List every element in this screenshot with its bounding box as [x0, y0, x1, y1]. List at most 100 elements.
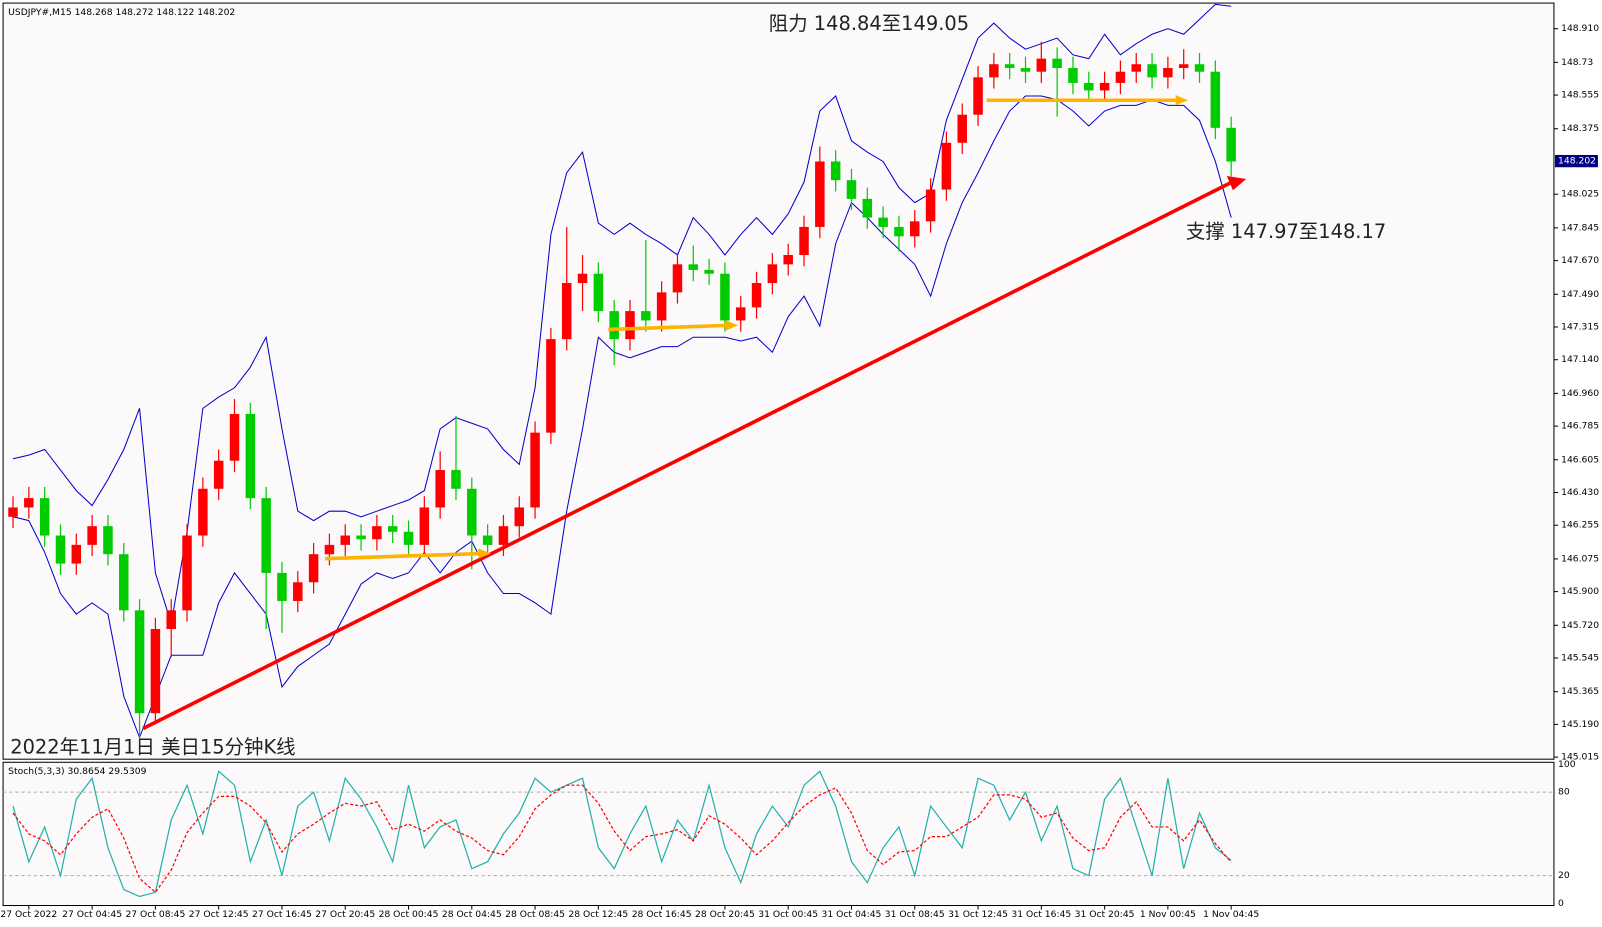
candle-body: [372, 526, 382, 540]
candle-body: [39, 498, 50, 536]
stoch-line: [12, 770, 1232, 898]
candle-body: [419, 507, 430, 545]
candle-body: [704, 269, 714, 274]
candle-body: [134, 610, 145, 714]
trend-line: [142, 180, 1233, 731]
y-tick-label: 147.140: [1561, 354, 1599, 365]
candle-body: [925, 189, 936, 222]
x-tick-label: 31 Oct 20:45: [1075, 909, 1135, 920]
candle-body: [1163, 67, 1173, 78]
candle-body: [799, 226, 809, 255]
x-tick-label: 1 Nov 00:45: [1140, 909, 1196, 920]
candle-body: [166, 610, 176, 630]
x-tick-label: 28 Oct 00:45: [379, 909, 439, 920]
arrow-head: [478, 548, 491, 559]
candle-body: [8, 507, 18, 517]
candle-body: [625, 311, 635, 340]
annotation: 2022年11月1日 美日15分钟K线: [10, 735, 295, 758]
candle-body: [1036, 58, 1047, 72]
candle-body: [1194, 64, 1205, 72]
x-tick-label: 27 Oct 20:45: [315, 909, 375, 920]
y-tick-label: 146.255: [1561, 520, 1599, 531]
x-tick-label: 27 Oct 04:45: [62, 909, 122, 920]
candle-body: [767, 264, 778, 284]
y-tick-label: 147.845: [1561, 222, 1599, 233]
candle-body: [87, 526, 97, 545]
arrow: [608, 323, 728, 332]
y-tick-label: 100: [1558, 759, 1576, 770]
candle-body: [293, 582, 303, 601]
x-tick-label: 31 Oct 08:45: [885, 909, 945, 920]
candle-body: [1084, 82, 1094, 91]
y-tick-label: 145.720: [1561, 620, 1599, 631]
current-price-label: 148.202: [1558, 156, 1596, 167]
candle-body: [783, 254, 793, 265]
candle-body: [1099, 82, 1110, 91]
candle-body: [957, 114, 967, 143]
candle-body: [846, 180, 857, 199]
candle-body: [340, 535, 350, 545]
candle-body: [641, 311, 651, 321]
candle-body: [577, 273, 588, 284]
candle-body: [103, 526, 113, 555]
candle-body: [973, 77, 983, 115]
trend-arrow-head: [1226, 175, 1247, 191]
candle-body: [862, 198, 873, 218]
candle-body: [435, 470, 445, 508]
y-tick-label: 146.960: [1561, 388, 1599, 399]
candle-body: [403, 531, 414, 545]
candle-body: [467, 488, 477, 536]
candle-body: [735, 307, 746, 321]
y-tick-label: 145.015: [1561, 752, 1599, 763]
candle-body: [324, 544, 335, 555]
candle-body: [229, 413, 240, 461]
candle-body: [1004, 64, 1015, 68]
arrow: [325, 551, 481, 561]
candle-body: [308, 554, 319, 583]
candle-body: [609, 311, 619, 340]
band-upper: [12, 3, 1232, 624]
candle-body: [356, 535, 366, 540]
chart-title: USDJPY#,M15 148.268 148.272 148.122 148.…: [8, 7, 235, 18]
candle-body: [482, 535, 493, 545]
x-tick-label: 28 Oct 08:45: [505, 909, 565, 920]
y-tick-label: 148.73: [1561, 57, 1593, 68]
candle-body: [656, 292, 667, 321]
candle-body: [277, 572, 287, 601]
candle-body: [1115, 71, 1126, 83]
candle-body: [198, 488, 208, 536]
candle-body: [387, 526, 398, 532]
y-tick-label: 146.075: [1561, 553, 1599, 564]
x-tick-label: 27 Oct 2022: [0, 909, 57, 920]
y-tick-label: 148.375: [1561, 123, 1599, 134]
candle-body: [1131, 64, 1141, 72]
y-tick-label: 147.670: [1561, 255, 1599, 266]
candle-body: [894, 226, 904, 237]
stoch-line: [12, 784, 1232, 894]
y-tick-label: 146.605: [1561, 454, 1599, 465]
y-tick-label: 145.900: [1561, 586, 1599, 597]
candle-body: [941, 142, 952, 190]
candle-body: [498, 526, 509, 545]
y-tick-label: 148.910: [1561, 23, 1599, 34]
candle-body: [1147, 64, 1157, 78]
candle-body: [451, 470, 461, 489]
marks: 148.910 148.73 148.555 148.375 148.025 147.84…: [0, 3, 1599, 920]
y-tick-label: 145.365: [1561, 686, 1599, 697]
candle-body: [530, 432, 540, 508]
candle-body: [71, 544, 82, 564]
y-tick-label: 146.430: [1561, 487, 1599, 498]
x-tick-label: 31 Oct 00:45: [758, 909, 818, 920]
x-tick-label: 28 Oct 20:45: [695, 909, 755, 920]
candle-body: [55, 535, 66, 564]
candle-body: [1020, 67, 1031, 72]
candle-body: [1178, 64, 1189, 68]
candle-body: [878, 217, 888, 227]
x-tick-label: 31 Oct 12:45: [948, 909, 1008, 920]
candle-body: [830, 161, 841, 181]
candle-body: [182, 535, 192, 611]
x-tick-label: 1 Nov 04:45: [1203, 909, 1259, 920]
band-lower: [12, 95, 1232, 739]
candle-body: [989, 64, 999, 78]
